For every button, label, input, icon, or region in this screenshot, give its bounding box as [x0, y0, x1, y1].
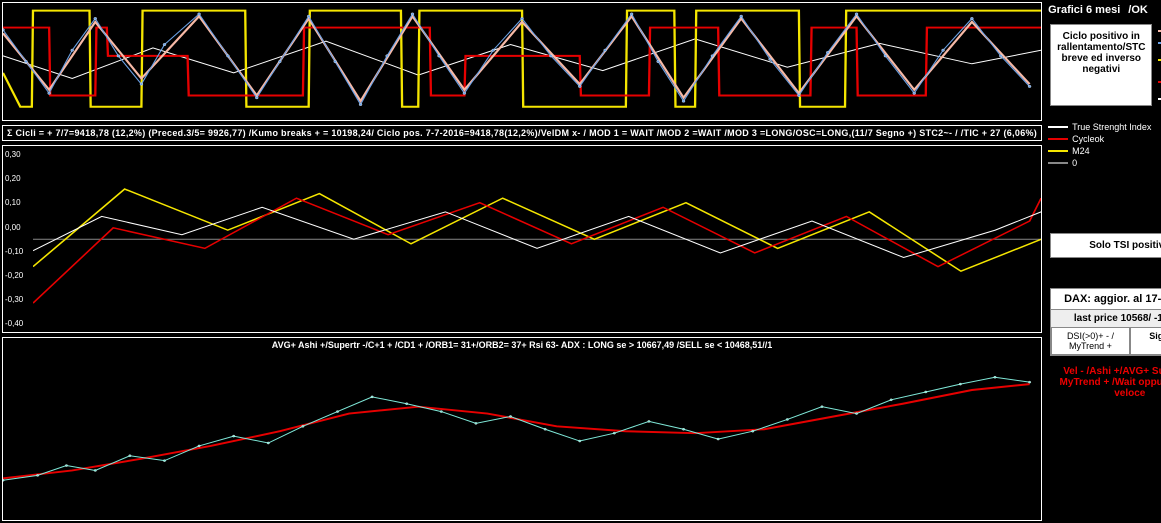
legend-label: 0 [1072, 158, 1077, 168]
header-status: /OK [1128, 4, 1148, 16]
panel1-svg [3, 3, 1041, 120]
legend-item: Cycleok [1048, 134, 1161, 144]
info-footer: Vel - /Ashi +/AVG+ Supertr -/ MyTrend + … [1048, 362, 1161, 403]
legend-label: True Strenght Index [1072, 122, 1151, 132]
info-table: DAX: aggior. al 17-8-2016 last price 105… [1050, 288, 1161, 356]
info-lastprice: last price 10568/ -1,02% [1051, 309, 1161, 327]
ytick: -0,20 [5, 271, 31, 280]
panel2-svg [33, 146, 1041, 333]
ytick: 0,00 [5, 223, 31, 232]
ytick: -0,10 [5, 247, 31, 256]
price-panel: AVG+ Ashi +/Supertr -/C+1 + /CD1 + /ORB1… [2, 337, 1042, 521]
legend-swatch [1048, 162, 1068, 164]
legend-swatch [1048, 138, 1068, 140]
panel3-title: AVG+ Ashi +/Supertr -/C+1 + /CD1 + /ORB1… [272, 340, 773, 350]
panel2-yaxis: 0,30 0,20 0,10 0,00 -0,10 -0,20 -0,30 -0,40 [3, 146, 33, 333]
status-bar: Σ Cicli = + 7/7=9418,78 (12,2%) (Preced.… [2, 125, 1042, 141]
legend-item: 0 [1048, 158, 1161, 168]
panel2-status-box: Solo TSI positivo [1050, 233, 1161, 258]
legend-label: Cycleok [1072, 134, 1104, 144]
ytick: 0,30 [5, 150, 31, 159]
panel1-status-box: Ciclo positivo in rallentamento/STC brev… [1050, 24, 1152, 106]
info-header: DAX: aggior. al 17-8-2016 [1051, 289, 1161, 309]
ytick: 0,20 [5, 174, 31, 183]
ytick: -0,40 [5, 319, 31, 328]
panel3-svg [3, 338, 1041, 520]
info-cell-left: DSI(>0)+ - / MyTrend + [1051, 327, 1130, 355]
info-cell-right: Signal2 + [1130, 327, 1161, 355]
header-title: Grafici 6 mesi [1048, 4, 1120, 16]
header: Grafici 6 mesi /OK [1048, 4, 1161, 16]
legend-item: M24 [1048, 146, 1161, 156]
legend-swatch [1048, 150, 1068, 152]
tsi-panel: 0,30 0,20 0,10 0,00 -0,10 -0,20 -0,30 -0,40 [2, 145, 1042, 334]
panel2-legend: True Strenght Index Cycleok M24 0 [1048, 120, 1161, 170]
ytick: -0,30 [5, 295, 31, 304]
legend-item: True Strenght Index [1048, 122, 1161, 132]
legend-swatch [1048, 126, 1068, 128]
ytick: 0,10 [5, 198, 31, 207]
oscillator-panel [2, 2, 1042, 121]
legend-label: M24 [1072, 146, 1090, 156]
